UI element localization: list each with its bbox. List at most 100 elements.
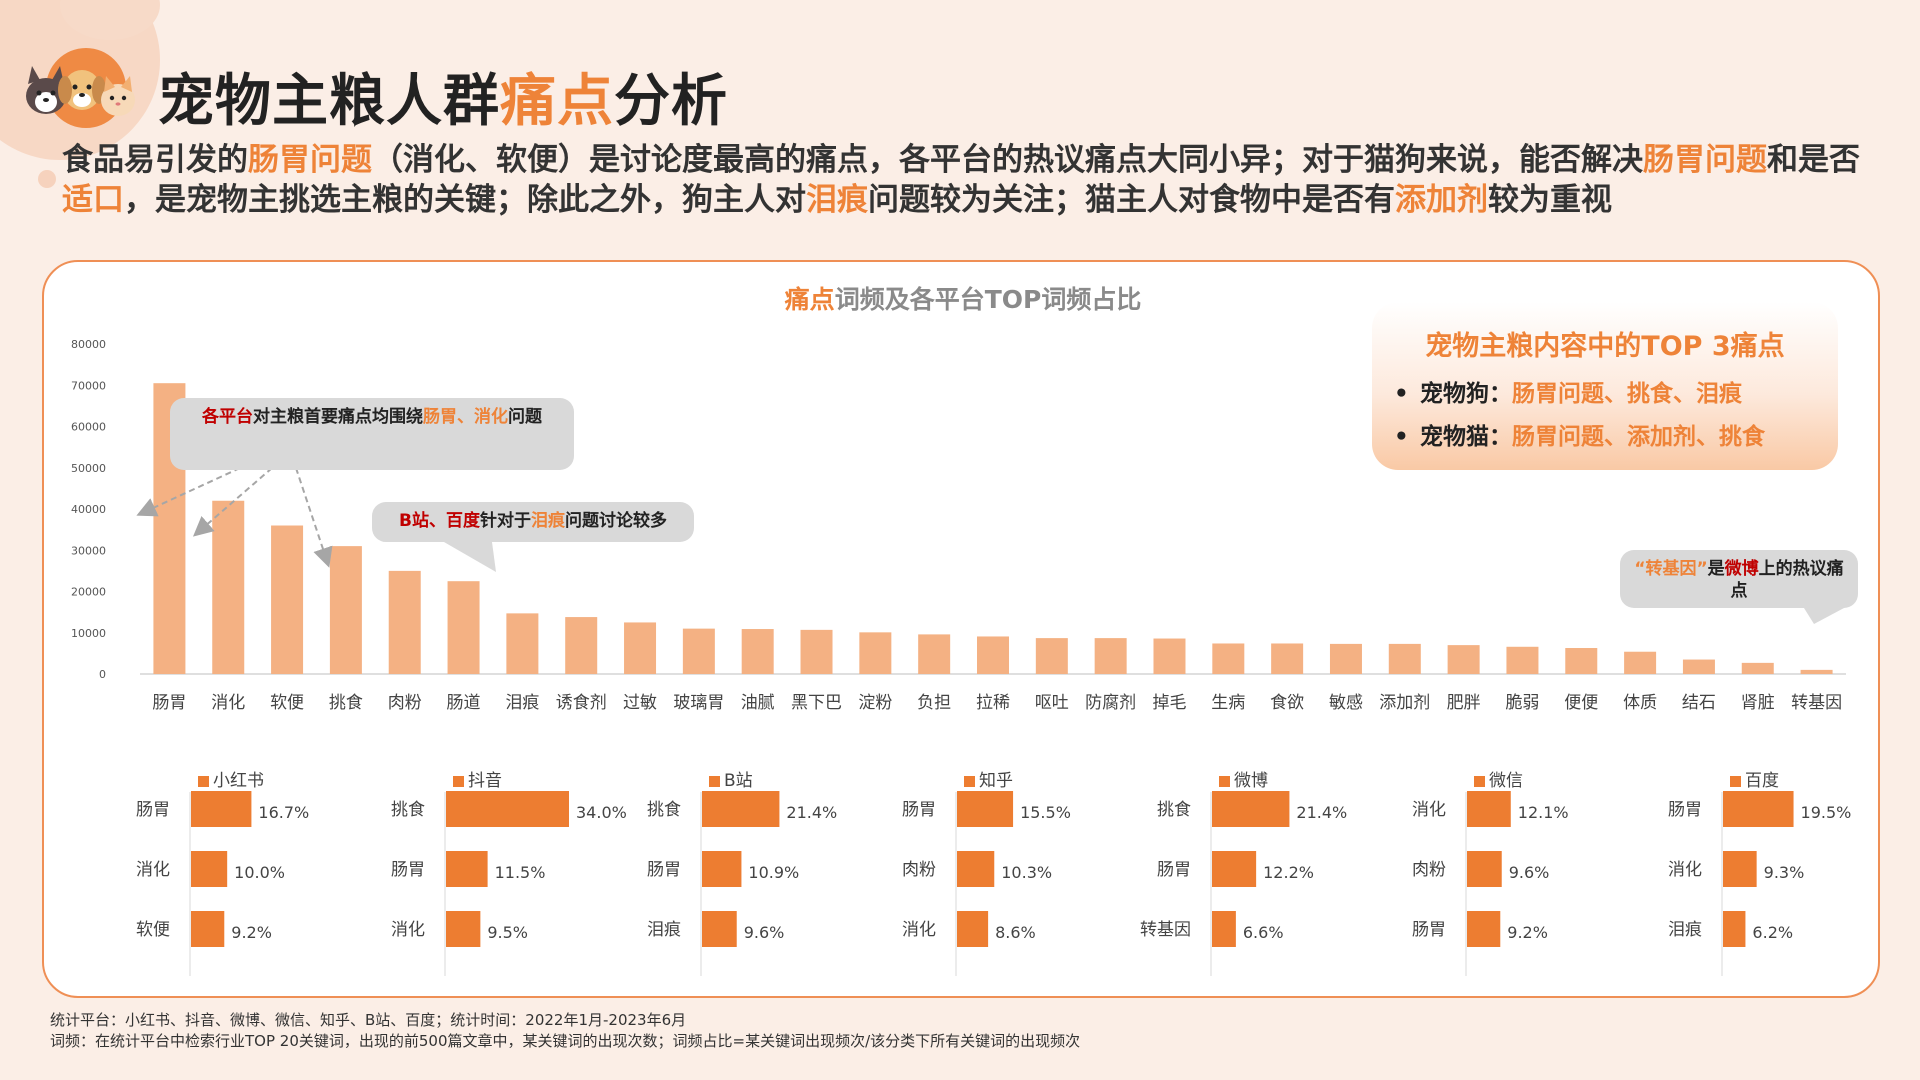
- platform-value-label: 12.2%: [1263, 863, 1314, 882]
- x-tick-label: 肥胖: [1447, 693, 1481, 713]
- legend-swatch: [964, 776, 975, 787]
- legend-swatch: [453, 776, 464, 787]
- x-tick-label: 过敏: [623, 693, 657, 713]
- summary-highlight: 添加剂: [1395, 182, 1488, 218]
- platform-bar: [1723, 911, 1746, 947]
- chart-title: 痛点词频及各平台TOP词频占比: [784, 285, 1142, 314]
- x-tick-label: 生病: [1211, 693, 1245, 713]
- legend-label: 微信: [1489, 771, 1523, 791]
- platform-bar: [446, 911, 481, 947]
- x-tick-label: 拉稀: [976, 693, 1010, 713]
- bar-肾脏: [1741, 662, 1774, 674]
- bar-食欲: [1271, 643, 1304, 674]
- platform-bar: [1212, 851, 1257, 887]
- x-tick-label: 掉毛: [1152, 693, 1186, 713]
- legend-label: 小红书: [213, 771, 264, 791]
- summary-segment: 和是否: [1767, 142, 1860, 178]
- platform-bar: [957, 911, 989, 947]
- platform-bar: [1723, 851, 1757, 887]
- x-tick-label: 淀粉: [858, 693, 892, 713]
- platform-value-label: 15.5%: [1020, 803, 1071, 822]
- summary-segment: 较为重视: [1488, 182, 1612, 218]
- bar-负担: [918, 634, 951, 674]
- callout-arrow: [192, 467, 273, 537]
- bar-结石: [1682, 659, 1715, 674]
- bar-生病: [1212, 643, 1245, 674]
- bar-防腐剂: [1094, 638, 1127, 674]
- bar-脆弱: [1506, 646, 1539, 674]
- platform-value-label: 21.4%: [786, 803, 837, 822]
- platform-value-label: 9.2%: [231, 923, 272, 942]
- x-tick-label: 黑下巴: [791, 693, 842, 713]
- platform-bar: [1467, 911, 1501, 947]
- platform-category-label: 肠胃: [902, 800, 936, 820]
- bar-添加剂: [1388, 643, 1421, 674]
- callout-stomach: 各平台对主粮首要痛点均围绕肠胃、消化问题: [170, 398, 574, 470]
- platform-bar: [1212, 911, 1236, 947]
- callout-tear-stain: B站、百度针对于泪痕问题讨论较多: [372, 502, 694, 542]
- callout-tail: [1804, 608, 1844, 624]
- platform-value-label: 6.2%: [1752, 923, 1793, 942]
- platform-category-label: 泪痕: [1668, 920, 1702, 940]
- platform-category-label: 消化: [1412, 800, 1446, 820]
- x-tick-label: 消化: [211, 693, 245, 713]
- platform-category-label: 软便: [136, 920, 170, 940]
- platform-bar: [702, 791, 780, 827]
- bar-掉毛: [1153, 638, 1186, 674]
- platform-category-label: 肉粉: [902, 860, 936, 880]
- pet-logo-icon: [26, 48, 135, 128]
- bar-呕吐: [1035, 638, 1068, 674]
- bar-挑食: [329, 546, 362, 674]
- platform-value-label: 9.2%: [1507, 923, 1548, 942]
- y-tick-label: 30000: [71, 544, 106, 557]
- bar-诱食剂: [565, 617, 598, 674]
- legend-swatch: [198, 776, 209, 787]
- bar-肉粉: [388, 570, 421, 674]
- x-tick-label: 肠胃: [152, 693, 186, 713]
- platform-bar: [702, 851, 742, 887]
- top3-pain-points-box: 宠物主粮内容中的TOP 3痛点 • 宠物狗：肠胃问题、挑食、泪痕 • 宠物猫：肠胃问…: [1372, 302, 1838, 470]
- y-tick-label: 60000: [71, 421, 106, 434]
- platform-category-label: 泪痕: [647, 920, 681, 940]
- bar-消化: [212, 500, 245, 674]
- platform-value-label: 10.3%: [1001, 863, 1052, 882]
- page-title: 宠物主粮人群痛点分析: [158, 69, 728, 134]
- top3-title: 宠物主粮内容中的TOP 3痛点: [1425, 331, 1785, 362]
- platform-bar: [1723, 791, 1794, 827]
- summary-highlight: 肠胃问题: [1643, 142, 1767, 178]
- platform-category-label: 肠胃: [1157, 860, 1191, 880]
- x-tick-label: 便便: [1564, 693, 1598, 713]
- bar-肠道: [447, 581, 480, 674]
- x-tick-label: 玻璃胃: [673, 693, 724, 713]
- callout-arrow: [136, 467, 241, 517]
- x-tick-label: 添加剂: [1379, 693, 1430, 713]
- top3-row-cat: • 宠物猫：肠胃问题、添加剂、挑食: [1394, 424, 1765, 450]
- platform-value-label: 12.1%: [1518, 803, 1569, 822]
- platform-bar: [191, 791, 252, 827]
- platform-bar: [191, 911, 225, 947]
- bar-便便: [1565, 648, 1598, 674]
- x-tick-label: 转基因: [1791, 693, 1842, 713]
- bar-黑下巴: [800, 629, 833, 674]
- x-tick-label: 敏感: [1329, 693, 1363, 713]
- legend-label: 微博: [1234, 771, 1268, 791]
- platform-bar: [446, 851, 488, 887]
- platform-bar: [957, 851, 995, 887]
- platform-bar: [191, 851, 228, 887]
- legend-swatch: [1219, 776, 1230, 787]
- x-tick-label: 油腻: [741, 693, 775, 713]
- platform-bar: [957, 791, 1014, 827]
- legend-swatch: [1474, 776, 1485, 787]
- summary-segment: 问题较为关注；猫主人对食物中是否有: [868, 182, 1395, 218]
- platform-category-label: 转基因: [1140, 920, 1191, 940]
- legend-swatch: [709, 776, 720, 787]
- platform-bar: [1467, 791, 1511, 827]
- platform-category-label: 肉粉: [1412, 860, 1446, 880]
- footer-line: 统计平台：小红书、抖音、微博、微信、知乎、B站、百度；统计时间：2022年1月-…: [50, 1011, 687, 1029]
- x-tick-label: 肉粉: [388, 693, 422, 713]
- platform-category-label: 肠胃: [136, 800, 170, 820]
- platform-category-label: 挑食: [647, 800, 681, 820]
- chart-canvas: 0 10000 20000 30000 40000 50000 60000 70000 8000…: [71, 338, 1851, 976]
- platform-category-label: 消化: [902, 920, 936, 940]
- platform-value-label: 16.7%: [258, 803, 309, 822]
